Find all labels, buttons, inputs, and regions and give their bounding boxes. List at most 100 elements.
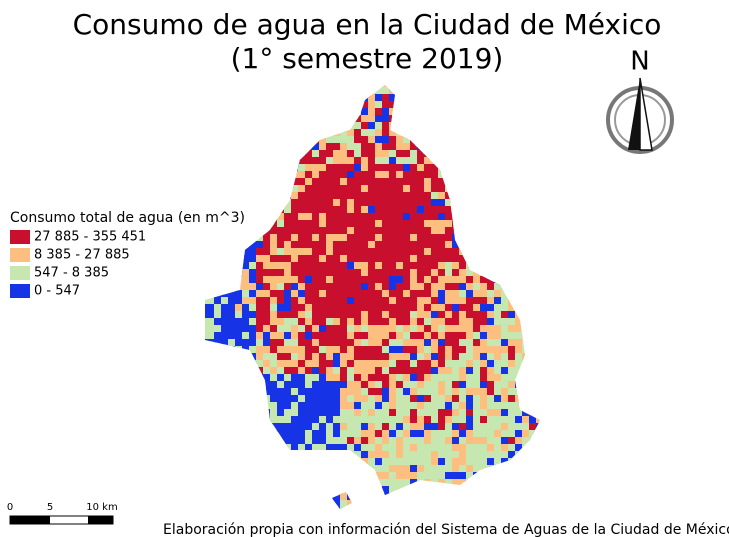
map-region xyxy=(249,360,257,367)
map-region xyxy=(319,290,329,300)
map-region xyxy=(235,297,244,308)
map-region xyxy=(424,122,433,132)
map-region xyxy=(487,395,496,402)
map-region xyxy=(389,276,400,285)
map-region xyxy=(515,85,524,87)
map-region xyxy=(452,423,462,430)
map-region xyxy=(536,206,540,216)
map-region xyxy=(312,332,321,340)
map-region xyxy=(312,458,320,469)
map-region xyxy=(403,318,413,327)
map-region xyxy=(340,143,350,150)
map-region xyxy=(501,500,508,509)
map-region xyxy=(438,381,447,390)
map-region xyxy=(375,150,385,158)
map-region xyxy=(529,101,536,110)
map-region xyxy=(438,437,449,445)
map-region xyxy=(410,157,421,164)
map-region xyxy=(298,451,308,459)
map-region xyxy=(487,304,494,311)
map-region xyxy=(340,85,349,89)
map-region xyxy=(235,241,243,250)
map-region xyxy=(480,150,490,160)
map-region xyxy=(333,500,344,508)
map-region xyxy=(417,290,425,299)
map-region xyxy=(438,493,445,504)
map-region xyxy=(333,143,343,151)
map-region xyxy=(221,192,232,201)
map-region xyxy=(445,136,453,144)
map-region xyxy=(445,297,454,307)
map-region xyxy=(277,241,284,250)
map-region xyxy=(312,255,321,264)
map-region xyxy=(480,234,491,243)
map-region xyxy=(515,507,526,509)
map-region xyxy=(354,262,361,271)
map-region xyxy=(375,451,384,459)
map-region xyxy=(249,178,257,188)
map-region xyxy=(480,220,490,230)
map-region xyxy=(347,262,358,270)
map-region xyxy=(529,465,536,476)
map-region xyxy=(333,122,341,129)
map-region xyxy=(536,185,540,192)
map-region xyxy=(417,227,425,236)
map-region xyxy=(466,262,474,269)
map-region xyxy=(368,115,378,123)
map-region xyxy=(207,157,215,167)
map-region xyxy=(256,248,267,257)
map-region xyxy=(305,465,314,474)
map-region xyxy=(438,136,448,147)
map-region xyxy=(529,164,537,172)
map-region xyxy=(256,430,264,440)
map-region xyxy=(205,458,207,468)
map-region xyxy=(340,290,350,299)
map-region xyxy=(319,318,329,328)
map-region xyxy=(410,150,419,160)
map-region xyxy=(417,171,426,181)
map-region xyxy=(235,234,242,242)
map-region xyxy=(536,360,540,371)
map-region xyxy=(291,388,299,397)
map-region xyxy=(452,136,462,147)
map-region xyxy=(298,185,308,194)
map-region xyxy=(256,297,266,304)
map-region xyxy=(536,87,540,96)
map-region xyxy=(473,360,484,368)
map-region xyxy=(291,472,298,479)
map-region xyxy=(494,157,505,166)
map-region xyxy=(459,101,467,108)
map-region xyxy=(382,199,392,207)
map-region xyxy=(473,241,481,248)
map-region xyxy=(221,472,231,481)
map-region xyxy=(382,276,391,283)
map-region xyxy=(438,451,448,458)
map-region xyxy=(431,353,440,361)
map-region xyxy=(515,206,525,216)
map-region xyxy=(473,199,484,207)
map-region xyxy=(291,269,300,278)
map-region xyxy=(424,136,433,146)
map-region xyxy=(480,185,490,193)
map-region xyxy=(515,304,523,313)
map-region xyxy=(284,87,292,97)
map-region xyxy=(256,262,263,271)
map-region xyxy=(445,213,454,222)
map-region xyxy=(452,269,463,279)
map-region xyxy=(424,192,433,200)
map-region xyxy=(529,297,536,304)
map-region xyxy=(249,423,259,432)
map-region xyxy=(242,248,250,256)
map-region xyxy=(221,451,231,461)
map-region xyxy=(205,360,210,368)
map-region xyxy=(403,360,412,370)
map-region xyxy=(473,304,482,313)
map-region xyxy=(501,318,509,329)
map-region xyxy=(221,269,229,276)
map-region xyxy=(326,472,335,482)
map-region xyxy=(543,367,552,376)
map-region xyxy=(494,122,503,130)
map-region xyxy=(480,115,489,126)
map-region xyxy=(389,367,397,376)
map-region xyxy=(340,185,349,194)
